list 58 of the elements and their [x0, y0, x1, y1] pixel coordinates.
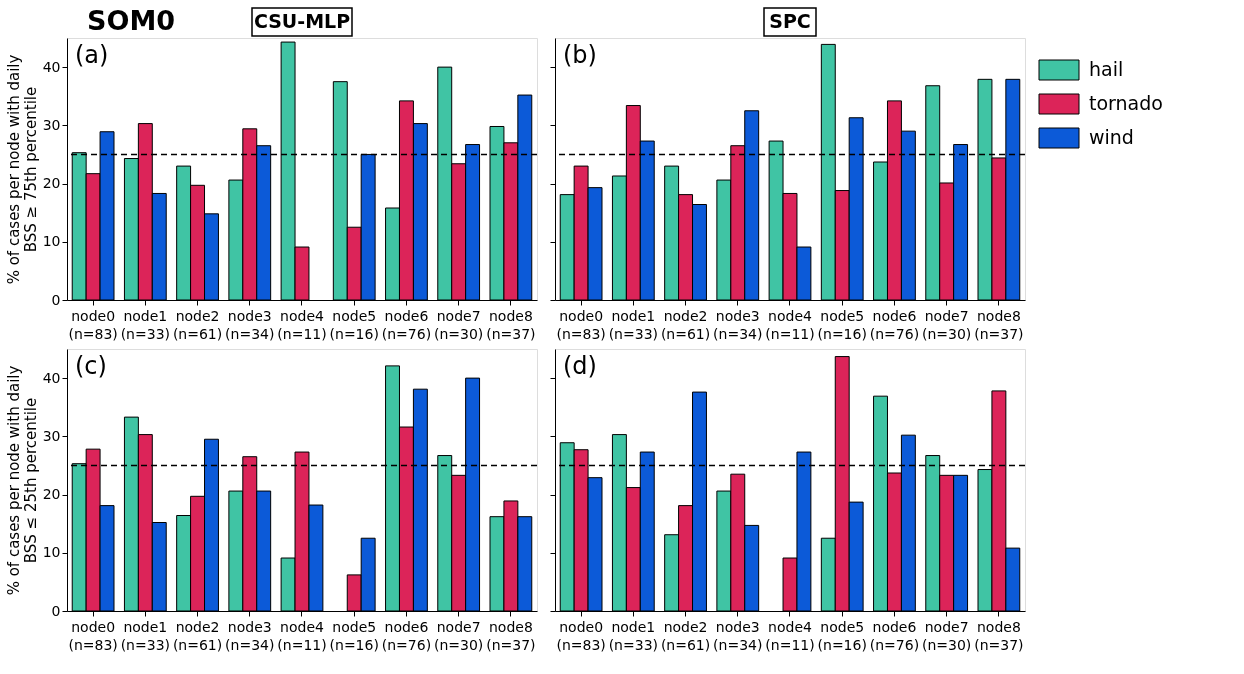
x-tick-label: node0 (n=83): [556, 618, 606, 653]
annotation: (c): [75, 352, 107, 380]
legend-label: hail: [1089, 58, 1124, 80]
x-tick-label: node3 (n=34): [713, 618, 763, 653]
x-tick-label: node6 (n=76): [381, 307, 432, 342]
x-tick-label: node7 (n=30): [921, 618, 972, 653]
y-tick-label: 40: [42, 58, 61, 75]
x-tick-label: node2 (n=61): [660, 618, 711, 653]
x-tick-label: node7 (n=30): [433, 307, 484, 342]
x-tick-label: node8 (n=37): [486, 307, 536, 342]
y-tick-label: 0: [51, 602, 61, 619]
x-tick-label: node7 (n=30): [433, 618, 484, 653]
x-tick-label: node3 (n=34): [713, 307, 763, 342]
x-tick-label: node3 (n=34): [225, 307, 275, 342]
text: SOM0: [87, 5, 176, 36]
x-tick-label: node4 (n=11): [277, 307, 327, 342]
y-tick-label: 20: [42, 175, 61, 192]
x-tick-label: node4 (n=11): [765, 307, 815, 342]
x-tick-label: node7 (n=30): [921, 307, 972, 342]
x-tick-label: node6 (n=76): [381, 618, 432, 653]
y-tick-label: 40: [42, 369, 61, 386]
y-tick-label: 10: [42, 544, 61, 561]
x-tick-label: node4 (n=11): [765, 618, 815, 653]
annotation: (b): [563, 41, 597, 69]
x-tick-label: node2 (n=61): [172, 618, 223, 653]
x-tick-label: node5 (n=16): [817, 618, 867, 653]
x-tick-label: node5 (n=16): [329, 618, 379, 653]
x-tick-label: node3 (n=34): [225, 618, 275, 653]
x-tick-label: node1 (n=33): [120, 307, 171, 342]
y-axis-title: % of cases per node with daily BSS ≤ 25th percentile: [4, 365, 40, 596]
x-tick-label: node1 (n=33): [608, 307, 659, 342]
annotation: (d): [563, 352, 597, 380]
x-tick-label: node8 (n=37): [974, 307, 1024, 342]
annotation: (a): [75, 41, 109, 69]
y-tick-label: 30: [42, 427, 61, 444]
x-tick-label: node5 (n=16): [817, 307, 867, 342]
y-tick-label: 20: [42, 486, 61, 503]
legend-label: wind: [1089, 126, 1134, 148]
x-tick-label: node1 (n=33): [120, 618, 171, 653]
x-tick-label: node0 (n=83): [68, 618, 118, 653]
x-tick-label: node6 (n=76): [869, 307, 920, 342]
x-tick-label: node0 (n=83): [68, 307, 118, 342]
y-tick-label: 10: [42, 233, 61, 250]
x-tick-label: node2 (n=61): [660, 307, 711, 342]
y-tick-label: 0: [51, 291, 61, 308]
y-tick-label: 30: [42, 116, 61, 133]
x-tick-label: node8 (n=37): [974, 618, 1024, 653]
y-axis-title: % of cases per node with daily BSS ≥ 75th percentile: [4, 54, 40, 285]
x-tick-label: node0 (n=83): [556, 307, 606, 342]
x-tick-label: node5 (n=16): [329, 307, 379, 342]
chart-title: SPC: [769, 10, 811, 32]
x-tick-label: node4 (n=11): [277, 618, 327, 653]
x-tick-label: node6 (n=76): [869, 618, 920, 653]
chart-title: CSU-MLP: [253, 10, 351, 32]
x-tick-label: node8 (n=37): [486, 618, 536, 653]
x-tick-label: node1 (n=33): [608, 618, 659, 653]
x-tick-label: node2 (n=61): [172, 307, 223, 342]
legend-label: tornado: [1089, 92, 1163, 114]
